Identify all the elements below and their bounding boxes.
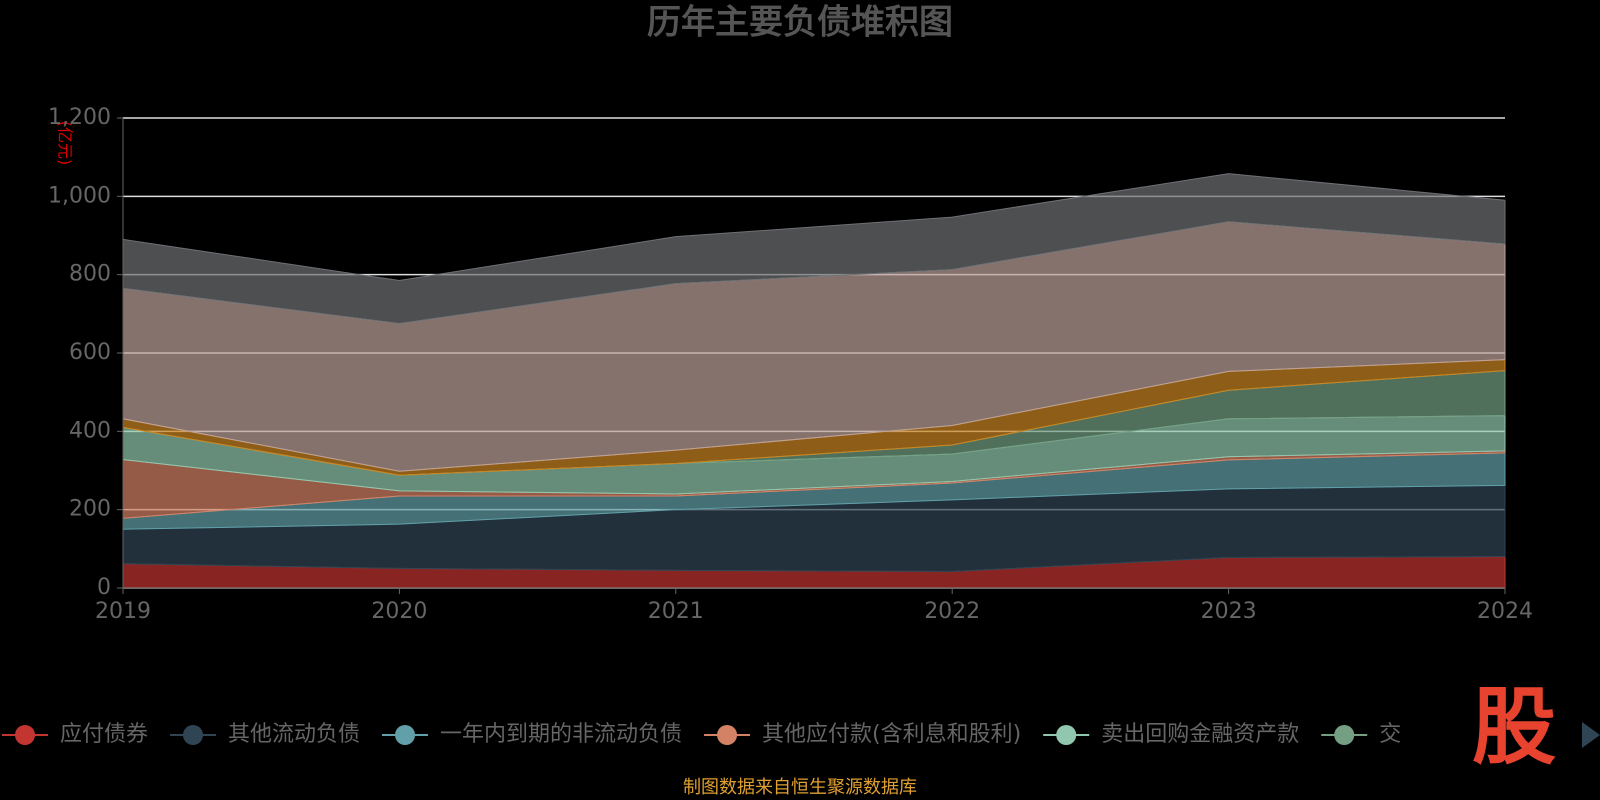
x-tick-label: 2023 [1201,599,1257,624]
chart-title: 历年主要负债堆积图 [647,3,953,43]
x-tick-label: 2022 [924,599,980,624]
y-tick-label: 600 [69,340,111,365]
y-tick-label: 200 [69,497,111,522]
y-tick-label: 1,000 [48,183,111,208]
legend: 应付债券 其他流动负债 一年内到期的非流动负债 其他应付款(含利息和股利) 卖出回购金融… [2,722,1401,747]
y-tick-label: 800 [69,262,111,287]
legend-marker [1056,725,1077,745]
legend-item[interactable]: 其他应付款(含利息和股利) [704,722,1021,747]
source-note: 制图数据来自恒生聚源数据库 [683,777,917,798]
legend-marker [15,725,35,745]
legend-item[interactable]: 交 [1321,722,1401,747]
legend-label: 应付债券 [60,722,148,747]
legend-marker [395,725,416,745]
legend-item[interactable]: 卖出回购金融资产款 [1043,722,1299,747]
legend-item[interactable]: 一年内到期的非流动负债 [382,722,682,747]
legend-item[interactable]: 其他流动负债 [170,722,360,747]
x-tick-label: 2024 [1477,599,1533,624]
y-tick-label: 400 [69,418,111,443]
legend-marker [183,725,204,745]
legend-scroll-arrow[interactable] [1582,722,1600,748]
legend-label: 其他流动负债 [228,722,360,747]
x-tick-label: 2021 [648,599,704,624]
legend-item[interactable]: 应付债券 [2,722,148,747]
x-tick-label: 2020 [371,599,427,624]
legend-label: 一年内到期的非流动负债 [440,722,682,747]
watermark-logo: 股 [1472,678,1556,776]
y-tick-label: 1,200 [48,105,111,130]
x-tick-label: 2019 [95,599,151,624]
legend-label: 卖出回购金融资产款 [1101,722,1299,747]
legend-label: 交 [1379,722,1401,747]
legend-marker [717,725,738,745]
y-tick-label: 0 [97,575,111,600]
legend-label: 其他应付款(含利息和股利) [762,722,1021,747]
legend-marker [1334,725,1355,745]
area [122,173,1506,325]
plot-area [122,117,1506,589]
y-axis-label: (亿元) [56,121,75,166]
